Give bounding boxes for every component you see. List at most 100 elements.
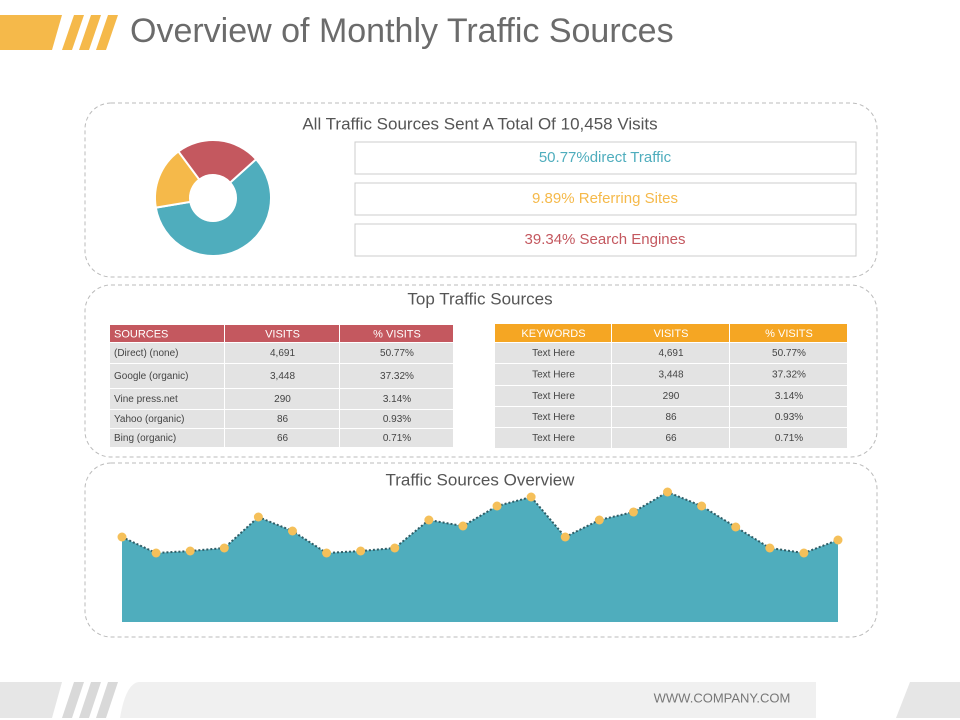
table-cell-text: 3,448	[658, 370, 683, 381]
table-cell-text: 4,691	[270, 348, 295, 359]
table-header-cell	[110, 325, 224, 342]
panel	[84, 284, 878, 458]
point	[731, 522, 741, 532]
point	[594, 515, 604, 525]
header-stripe	[96, 15, 118, 50]
legend-label: 50.77%direct Traffic	[539, 149, 672, 166]
table-cell	[110, 389, 224, 409]
table-cell-text: 50.77%	[380, 348, 414, 359]
footer-url: WWW.COMPANY.COM	[654, 690, 791, 705]
legend-label: 9.89% Referring Sites	[532, 190, 678, 207]
donut-slice	[154, 157, 272, 257]
table-cell-text: Bing (organic)	[114, 433, 176, 444]
table-header: VISITS	[265, 328, 300, 340]
table-cell-text: Text Here	[532, 412, 575, 423]
table-cell	[495, 364, 611, 385]
point	[799, 548, 809, 558]
table-cell	[495, 407, 611, 427]
table-cell	[612, 386, 729, 406]
page-title: Overview of Monthly Traffic Sources	[130, 12, 674, 50]
footer-stripe	[79, 682, 101, 718]
header-stripe	[79, 15, 101, 50]
area	[122, 492, 838, 622]
table-cell	[612, 407, 729, 427]
point	[151, 548, 161, 558]
table-cell-text: 66	[277, 433, 289, 444]
point	[697, 501, 707, 511]
point	[356, 546, 366, 556]
table-cell-text: 37.32%	[380, 371, 414, 382]
table-cell	[730, 364, 847, 385]
table-cell-text: Text Here	[532, 391, 575, 402]
table-header: % VISITS	[373, 328, 421, 340]
table-cell	[340, 343, 453, 363]
table-cell-text: 0.71%	[383, 433, 411, 444]
table-cell	[110, 343, 224, 363]
point	[322, 548, 332, 558]
point	[765, 543, 775, 553]
footer-stripe	[62, 682, 84, 718]
table-cell	[340, 364, 453, 388]
table-header-cell	[225, 325, 339, 342]
table-cell-text: 86	[277, 414, 289, 425]
point	[492, 501, 502, 511]
donut-slice	[177, 139, 258, 185]
table-cell	[495, 428, 611, 448]
point	[219, 543, 229, 553]
table-header: SOURCES	[114, 328, 168, 340]
table-cell	[730, 343, 847, 363]
legend-label: 39.34% Search Engines	[525, 231, 686, 248]
panel-title: All Traffic Sources Sent A Total Of 10,4…	[302, 114, 657, 133]
table-cell	[225, 410, 339, 428]
table-cell-text: 4,691	[658, 348, 683, 359]
table-cell	[495, 343, 611, 363]
table-cell	[225, 429, 339, 447]
panel-title: Traffic Sources Overview	[386, 470, 576, 489]
table-cell	[225, 343, 339, 363]
table-cell-text: Yahoo (organic)	[114, 414, 184, 425]
table-cell-text: 290	[274, 394, 291, 405]
table-cell-text: 3.14%	[383, 394, 411, 405]
table-header-cell	[495, 324, 611, 342]
point	[117, 532, 127, 542]
point	[833, 535, 843, 545]
point	[526, 492, 536, 502]
table-cell-text: 37.32%	[772, 370, 806, 381]
table-cell-text: 3.14%	[775, 391, 803, 402]
table-cell-text: 86	[665, 412, 677, 423]
table-cell-text: 0.93%	[383, 414, 411, 425]
panel-title: Top Traffic Sources	[407, 289, 552, 308]
point	[663, 487, 673, 497]
table-header-cell	[612, 324, 729, 342]
table-cell	[730, 407, 847, 427]
table-cell-text: 290	[663, 391, 680, 402]
table-cell-text: 50.77%	[772, 348, 806, 359]
point	[560, 532, 570, 542]
table-header-cell	[340, 325, 453, 342]
table-cell	[340, 429, 453, 447]
line	[121, 490, 839, 555]
table-header: KEYWORDS	[521, 328, 585, 340]
table-cell-text: Vine press.net	[114, 394, 178, 405]
table-cell	[495, 386, 611, 406]
table-header-cell	[730, 324, 847, 342]
table-cell-text: 66	[665, 433, 677, 444]
table-cell	[730, 428, 847, 448]
point	[253, 512, 263, 522]
table-cell	[340, 389, 453, 409]
point	[390, 543, 400, 553]
table-cell	[225, 389, 339, 409]
table-cell-text: 3,448	[270, 371, 295, 382]
footer-band	[120, 682, 816, 718]
legend-box	[354, 223, 857, 257]
table-cell-text: Text Here	[532, 348, 575, 359]
table-cell-text: Text Here	[532, 433, 575, 444]
table-cell	[110, 429, 224, 447]
table-cell	[612, 343, 729, 363]
table-cell-text: Text Here	[532, 370, 575, 381]
table-cell	[612, 364, 729, 385]
table-cell	[225, 364, 339, 388]
point	[628, 507, 638, 517]
point	[287, 526, 297, 536]
